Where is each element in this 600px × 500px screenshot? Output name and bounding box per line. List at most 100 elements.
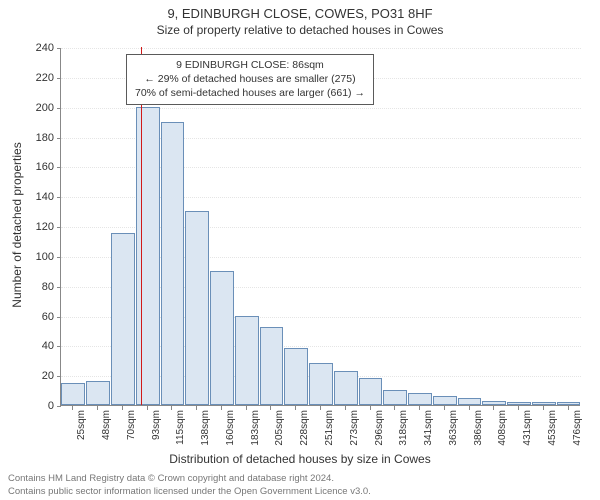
histogram-bar [408,393,432,405]
histogram-bar [86,381,110,405]
ytick-mark [57,376,61,377]
ytick-label: 0 [24,400,54,412]
ytick-label: 120 [24,221,54,233]
annotation-line-2: ← 29% of detached houses are smaller (27… [135,72,365,86]
xtick-mark [370,406,371,410]
ytick-mark [57,78,61,79]
ytick-mark [57,138,61,139]
xtick-mark [518,406,519,410]
footer-line-1: Contains HM Land Registry data © Crown c… [8,473,371,485]
xtick-mark [568,406,569,410]
y-axis-label: Number of detached properties [10,142,24,307]
ytick-label: 140 [24,191,54,203]
x-axis-label: Distribution of detached houses by size … [0,452,600,466]
xtick-label: 296sqm [374,410,385,446]
ytick-mark [57,197,61,198]
histogram-bar [309,363,333,405]
page-subtitle: Size of property relative to detached ho… [0,21,600,41]
xtick-mark [320,406,321,410]
xtick-mark [469,406,470,410]
annotation-box: 9 EDINBURGH CLOSE: 86sqm ← 29% of detach… [126,54,374,105]
ytick-label: 240 [24,42,54,54]
xtick-label: 363sqm [448,410,459,446]
xtick-label: 431sqm [522,410,533,446]
chart-area: 9 EDINBURGH CLOSE: 86sqm ← 29% of detach… [60,48,580,406]
histogram-bar [482,401,506,405]
histogram-bar [161,122,185,405]
histogram-bar [334,371,358,405]
annotation-line-3: 70% of semi-detached houses are larger (… [135,86,365,100]
xtick-mark [246,406,247,410]
ytick-label: 220 [24,72,54,84]
ytick-label: 100 [24,251,54,263]
ytick-mark [57,108,61,109]
histogram-bar [111,233,135,405]
xtick-mark [221,406,222,410]
xtick-label: 341sqm [423,410,434,446]
xtick-label: 318sqm [398,410,409,446]
grid-line [61,48,581,49]
xtick-label: 48sqm [101,410,112,440]
xtick-label: 183sqm [250,410,261,446]
xtick-mark [493,406,494,410]
xtick-label: 453sqm [547,410,558,446]
ytick-label: 20 [24,370,54,382]
footer-line-2: Contains public sector information licen… [8,486,371,498]
ytick-label: 80 [24,281,54,293]
ytick-mark [57,167,61,168]
histogram-bar [557,402,581,405]
xtick-mark [171,406,172,410]
xtick-label: 476sqm [572,410,583,446]
xtick-label: 408sqm [497,410,508,446]
xtick-label: 386sqm [473,410,484,446]
xtick-mark [270,406,271,410]
histogram-bar [458,398,482,405]
histogram-bar [210,271,234,405]
xtick-mark [97,406,98,410]
histogram-bar [532,402,556,405]
xtick-mark [147,406,148,410]
ytick-mark [57,406,61,407]
xtick-mark [72,406,73,410]
histogram-bar [359,378,383,405]
ytick-mark [57,48,61,49]
xtick-mark [543,406,544,410]
ytick-mark [57,227,61,228]
xtick-label: 205sqm [274,410,285,446]
xtick-label: 70sqm [126,410,137,440]
histogram-bar [284,348,308,405]
ytick-mark [57,257,61,258]
xtick-label: 251sqm [324,410,335,446]
histogram-bar [235,316,259,406]
xtick-mark [394,406,395,410]
histogram-bar [433,396,457,405]
ytick-mark [57,346,61,347]
xtick-label: 228sqm [299,410,310,446]
ytick-label: 40 [24,340,54,352]
xtick-mark [444,406,445,410]
histogram-bar [383,390,407,405]
xtick-mark [196,406,197,410]
ytick-label: 160 [24,161,54,173]
xtick-label: 138sqm [200,410,211,446]
ytick-label: 200 [24,102,54,114]
xtick-mark [295,406,296,410]
ytick-label: 180 [24,132,54,144]
ytick-label: 60 [24,311,54,323]
annotation-line-1: 9 EDINBURGH CLOSE: 86sqm [135,58,365,72]
xtick-label: 115sqm [175,410,186,445]
page-title: 9, EDINBURGH CLOSE, COWES, PO31 8HF [0,0,600,21]
xtick-mark [345,406,346,410]
histogram-bar [260,327,284,405]
xtick-mark [419,406,420,410]
ytick-mark [57,317,61,318]
xtick-label: 93sqm [151,410,162,440]
histogram-bar [185,211,209,405]
ytick-mark [57,287,61,288]
histogram-bar [507,402,531,405]
xtick-mark [122,406,123,410]
footer-attribution: Contains HM Land Registry data © Crown c… [8,473,371,498]
histogram-bar [136,107,160,405]
histogram-bar [61,383,85,405]
xtick-label: 25sqm [76,410,87,440]
